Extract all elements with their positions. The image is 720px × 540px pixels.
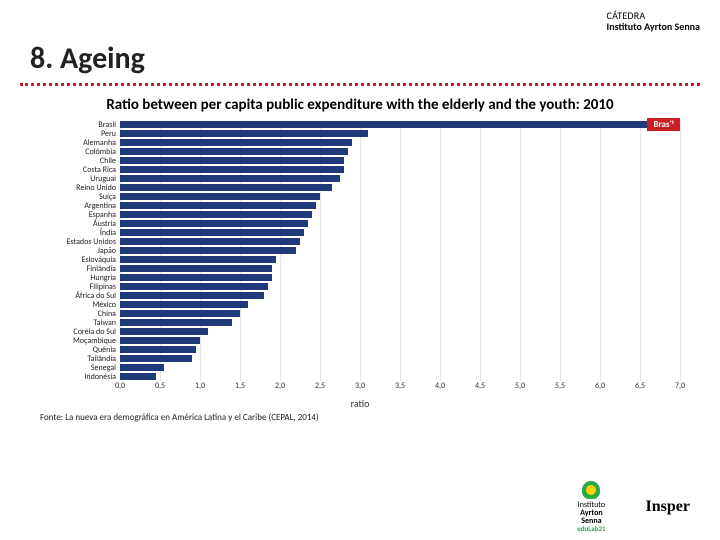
logo-insper: Insper: [646, 498, 690, 516]
bar-row: Estados Unidos: [40, 237, 680, 246]
bar-row: Indonésia: [40, 372, 680, 381]
bulb-icon: [582, 481, 600, 499]
bar-row: China: [40, 309, 680, 318]
bar: [120, 148, 348, 155]
ias-sub: eduLab21: [577, 525, 605, 532]
bar: [120, 211, 312, 218]
brand-block: CÁTEDRA Instituto Ayrton Senna: [607, 10, 700, 32]
xtick: 4,0: [435, 381, 445, 391]
bar-row: Coréia do Sul: [40, 327, 680, 336]
bar: [120, 310, 240, 317]
bar-row: Peru: [40, 129, 680, 138]
chart-xaxis: 0,00,51,01,52,02,53,03,54,04,55,05,56,06…: [120, 381, 680, 395]
slide: { "brand": { "line1": "CÁTEDRA", "line2"…: [0, 0, 720, 540]
page-title: 8. Ageing: [30, 40, 700, 77]
bar-row: Alemanha: [40, 138, 680, 147]
bar: [120, 157, 344, 164]
xtick: 3,5: [395, 381, 405, 391]
bar: [120, 373, 156, 380]
bar: [120, 229, 304, 236]
logo-ias: Instituto Ayrton Senna eduLab21: [577, 481, 605, 532]
bar: [120, 121, 672, 128]
xtick: 6,0: [595, 381, 605, 391]
bar-label: Indonésia: [40, 372, 120, 382]
bar-row: Filipinas: [40, 282, 680, 291]
bar-row: Espanha: [40, 210, 680, 219]
bar-row: Chile: [40, 156, 680, 165]
bar: [120, 238, 300, 245]
bar: [120, 166, 344, 173]
bar-row: Áustria: [40, 219, 680, 228]
bar-row: Taiwan: [40, 318, 680, 327]
xtick: 5,5: [555, 381, 565, 391]
xtick: 2,5: [315, 381, 325, 391]
bar: [120, 193, 320, 200]
bar: [120, 265, 272, 272]
xaxis-label: ratio: [40, 397, 680, 410]
bar-row: Uruguai: [40, 174, 680, 183]
bar-row: Finlândia: [40, 264, 680, 273]
bar-row: Hungria: [40, 273, 680, 282]
bar: [120, 283, 268, 290]
arrow-head-icon: [670, 122, 676, 130]
bar: [120, 292, 264, 299]
source-text: Fonte: La nueva era demográfica en Améri…: [40, 412, 700, 423]
chart: BrasilPeruAlemanhaColômbiaChileCosta Ric…: [40, 120, 680, 410]
bar: [120, 274, 272, 281]
bar: [120, 184, 332, 191]
divider-dots: [20, 83, 700, 86]
bar: [120, 355, 192, 362]
footer-logos: Instituto Ayrton Senna eduLab21 Insper: [577, 481, 690, 532]
xtick: 6,5: [635, 381, 645, 391]
xtick: 5,0: [515, 381, 525, 391]
bar-row: Índia: [40, 228, 680, 237]
xtick: 0,0: [115, 381, 125, 391]
bar-row: Suíça: [40, 192, 680, 201]
bar-row: Brasil: [40, 120, 680, 129]
xtick: 3,0: [355, 381, 365, 391]
bar: [120, 346, 196, 353]
chart-subtitle: Ratio between per capita public expendit…: [60, 96, 660, 114]
bar-row: Tailândia: [40, 354, 680, 363]
bar: [120, 256, 276, 263]
bar: [120, 364, 164, 371]
chart-bars: BrasilPeruAlemanhaColômbiaChileCosta Ric…: [40, 120, 680, 381]
brand-line2: Instituto Ayrton Senna: [607, 21, 700, 32]
bar: [120, 220, 308, 227]
xtick: 2,0: [275, 381, 285, 391]
xtick: 7,0: [675, 381, 685, 391]
bar-row: Eslováquia: [40, 255, 680, 264]
bar-row: México: [40, 300, 680, 309]
bar: [120, 247, 296, 254]
bar-row: Moçambique: [40, 336, 680, 345]
bar: [120, 337, 200, 344]
bar: [120, 319, 232, 326]
bar: [120, 139, 352, 146]
bar-row: Reino Unido: [40, 183, 680, 192]
bar-row: Colômbia: [40, 147, 680, 156]
xtick: 0,5: [155, 381, 165, 391]
bar: [120, 175, 340, 182]
bar: [120, 301, 248, 308]
bar-row: Costa Rica: [40, 165, 680, 174]
xtick: 1,0: [195, 381, 205, 391]
xtick: 1,5: [235, 381, 245, 391]
bar-row: Japão: [40, 246, 680, 255]
bar-row: Argentina: [40, 201, 680, 210]
bar: [120, 202, 316, 209]
bar-row: África do Sul: [40, 291, 680, 300]
bar: [120, 328, 208, 335]
bar-row: Senegal: [40, 363, 680, 372]
xtick: 4,5: [475, 381, 485, 391]
bar: [120, 130, 368, 137]
bar-row: Quênia: [40, 345, 680, 354]
